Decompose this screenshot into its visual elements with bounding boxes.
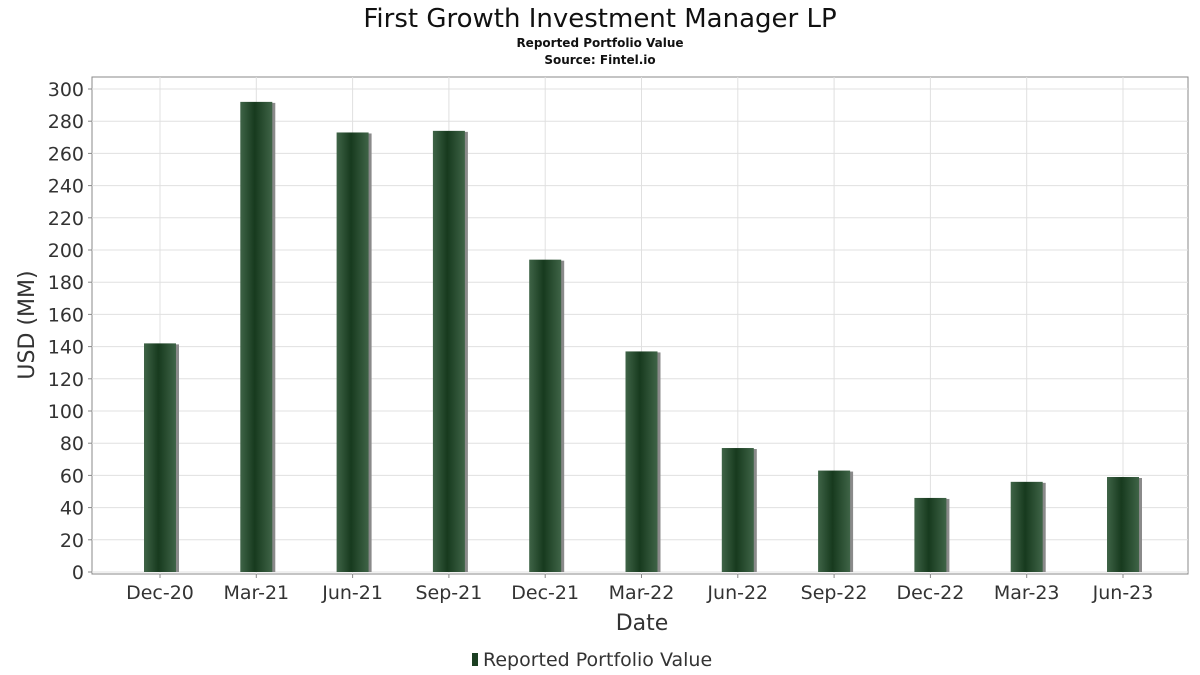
y-tick-label: 0	[72, 562, 84, 584]
bar	[625, 351, 658, 572]
x-axis-ticks: Dec-20 Mar-21 Jun-21 Sep-21 Dec-21 Mar-22 Jun-…	[126, 574, 1153, 604]
bar-mar-21	[240, 101, 276, 572]
bar	[240, 101, 273, 572]
x-tick-label: Dec-21	[511, 582, 579, 604]
bar-dec-22	[914, 497, 950, 572]
bars	[144, 101, 1142, 573]
bar	[144, 343, 176, 572]
bar-dec-21	[529, 259, 565, 572]
y-tick-label: 40	[60, 498, 84, 520]
y-tick-label: 280	[48, 111, 84, 133]
x-tick-label: Jun-22	[706, 582, 768, 604]
bar-jun-23	[1107, 477, 1142, 572]
y-tick-label: 60	[60, 465, 84, 487]
y-axis-ticks: 0 20 40 60 80 100 120 140 160 180 200 220 240 260 280 3…	[48, 79, 92, 584]
bar	[721, 448, 754, 572]
bar	[1107, 477, 1139, 572]
x-tick-label: Mar-21	[223, 582, 289, 604]
y-tick-label: 200	[48, 240, 84, 262]
x-tick-label: Dec-20	[126, 582, 194, 604]
x-tick-label: Jun-21	[321, 582, 383, 604]
y-tick-label: 160	[48, 304, 84, 326]
legend-swatch	[472, 653, 478, 666]
bar-mar-22	[625, 351, 661, 572]
legend-label: Reported Portfolio Value	[483, 649, 712, 671]
y-axis-label: USD (MM)	[15, 270, 40, 379]
bar-jun-21	[336, 132, 372, 572]
y-tick-label: 20	[60, 530, 84, 552]
x-tick-label: Dec-22	[896, 582, 964, 604]
y-tick-label: 120	[48, 369, 84, 391]
bar	[432, 130, 465, 573]
x-tick-label: Mar-22	[609, 582, 675, 604]
bar	[336, 132, 369, 572]
y-tick-label: 180	[48, 272, 84, 294]
bar	[914, 497, 947, 572]
y-tick-label: 100	[48, 401, 84, 423]
bar-mar-23	[1010, 481, 1046, 572]
y-tick-label: 80	[60, 433, 84, 455]
legend: Reported Portfolio Value	[472, 649, 712, 671]
bar-dec-20	[144, 343, 179, 572]
y-tick-label: 260	[48, 143, 84, 165]
x-tick-label: Sep-21	[415, 582, 482, 604]
chart-title: First Growth Investment Manager LP	[363, 4, 836, 34]
x-tick-label: Sep-22	[801, 582, 868, 604]
bar	[529, 259, 562, 572]
x-tick-label: Jun-23	[1092, 582, 1154, 604]
bar-sep-21	[432, 130, 468, 573]
bar	[1010, 481, 1043, 572]
chart-source: Source: Fintel.io	[544, 53, 655, 67]
bar	[818, 470, 851, 572]
x-tick-label: Mar-23	[994, 582, 1060, 604]
bar-sep-22	[818, 470, 854, 572]
y-tick-label: 240	[48, 176, 84, 198]
y-tick-label: 220	[48, 208, 84, 230]
bar-jun-22	[721, 448, 757, 572]
chart-subtitle: Reported Portfolio Value	[516, 36, 683, 50]
y-tick-label: 300	[48, 79, 84, 101]
y-tick-label: 140	[48, 337, 84, 359]
x-axis-label: Date	[616, 611, 669, 636]
